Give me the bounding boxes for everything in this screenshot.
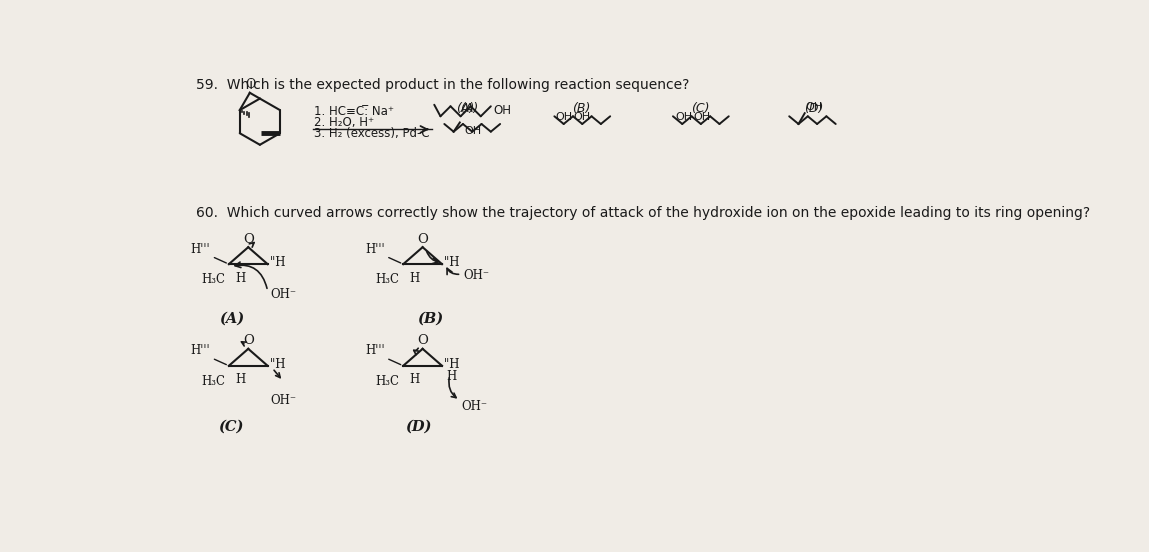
- Text: H''': H''': [191, 344, 210, 357]
- Text: H''': H''': [365, 344, 385, 357]
- Text: OH: OH: [555, 112, 572, 121]
- Text: OH⁻: OH⁻: [462, 400, 487, 413]
- FancyArrowPatch shape: [275, 370, 280, 378]
- Text: OH: OH: [694, 112, 711, 121]
- FancyArrowPatch shape: [414, 348, 418, 355]
- Text: (B): (B): [417, 312, 444, 326]
- FancyArrowPatch shape: [449, 378, 456, 397]
- Text: (A): (A): [456, 103, 475, 115]
- Text: O: O: [417, 335, 429, 347]
- Text: O: O: [242, 232, 254, 246]
- Text: (B): (B): [572, 102, 591, 115]
- Text: H₃C: H₃C: [376, 375, 400, 388]
- Text: ''H: ''H: [270, 358, 286, 371]
- Text: OH: OH: [464, 126, 481, 136]
- Text: (D): (D): [406, 420, 432, 434]
- Text: O: O: [242, 335, 254, 347]
- Text: 60.  Which curved arrows correctly show the trajectory of attack of the hydroxid: 60. Which curved arrows correctly show t…: [196, 206, 1090, 220]
- Text: H: H: [409, 374, 419, 386]
- Text: (D): (D): [804, 102, 824, 115]
- Text: (A): (A): [218, 312, 244, 326]
- FancyArrowPatch shape: [249, 242, 254, 247]
- Text: O: O: [417, 232, 429, 246]
- Text: OH: OH: [493, 104, 511, 117]
- FancyArrowPatch shape: [426, 251, 438, 264]
- FancyArrowPatch shape: [236, 262, 267, 288]
- Text: OH: OH: [805, 102, 823, 112]
- Text: H₃C: H₃C: [201, 273, 225, 286]
- FancyArrowPatch shape: [447, 268, 458, 274]
- Text: (C): (C): [218, 420, 244, 434]
- Text: 1. HC≡C:̅ Na⁺: 1. HC≡C:̅ Na⁺: [314, 105, 394, 118]
- Text: OH⁻: OH⁻: [463, 269, 489, 282]
- Text: H₃C: H₃C: [201, 375, 225, 388]
- Text: H: H: [236, 374, 246, 386]
- Text: (A): (A): [460, 102, 478, 115]
- Text: OH⁻: OH⁻: [270, 289, 296, 301]
- Text: ''H: ''H: [270, 256, 286, 269]
- Text: H''': H''': [365, 243, 385, 256]
- Text: (C): (C): [691, 102, 709, 115]
- Text: 3. H₂ (excess), Pd-C: 3. H₂ (excess), Pd-C: [314, 127, 430, 140]
- Text: OH: OH: [573, 112, 591, 121]
- FancyArrowPatch shape: [241, 342, 246, 346]
- Text: OH⁻: OH⁻: [270, 394, 296, 407]
- Text: 59.  Which is the expected product in the following reaction sequence?: 59. Which is the expected product in the…: [196, 78, 689, 92]
- Text: H₃C: H₃C: [376, 273, 400, 286]
- Text: 2. H₂O, H⁺: 2. H₂O, H⁺: [314, 115, 375, 129]
- Text: H: H: [409, 272, 419, 285]
- Text: H: H: [236, 272, 246, 285]
- Text: OH: OH: [676, 112, 693, 121]
- Text: ''H: ''H: [445, 358, 461, 371]
- Text: H''': H''': [191, 243, 210, 256]
- Text: O: O: [246, 78, 256, 91]
- Text: H: H: [447, 370, 457, 383]
- Text: ''H: ''H: [445, 256, 461, 269]
